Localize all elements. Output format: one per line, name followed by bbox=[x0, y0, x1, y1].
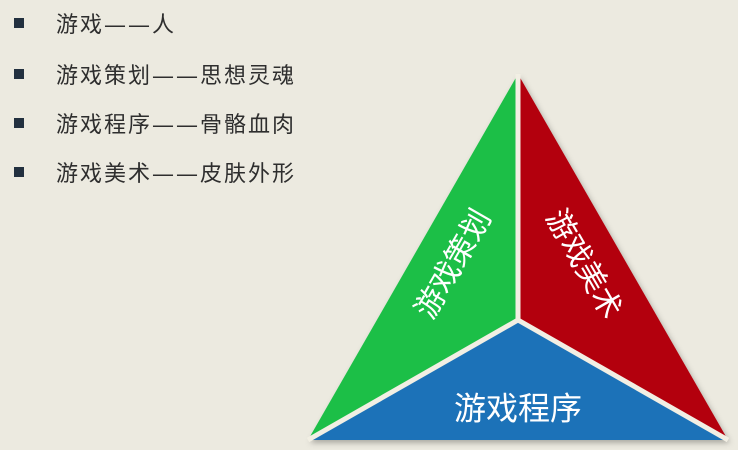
bullet-item-design: 游戏策划——思想灵魂 bbox=[14, 57, 296, 90]
label-programming: 游戏程序 bbox=[454, 390, 582, 428]
square-bullet-icon bbox=[14, 68, 24, 79]
bullet-item-art: 游戏美术——皮肤外形 bbox=[14, 155, 296, 188]
segment-dividers bbox=[306, 74, 730, 443]
bullet-list: 游戏——人 游戏策划——思想灵魂 游戏程序——骨骼血肉 游戏美术——皮肤外形 bbox=[14, 6, 296, 204]
bullet-text: 游戏程序——骨骼血肉 bbox=[56, 112, 297, 138]
bottom-segment-programming bbox=[308, 320, 728, 440]
square-bullet-icon bbox=[14, 166, 24, 177]
bullet-item-programming: 游戏程序——骨骼血肉 bbox=[14, 106, 296, 139]
triangle-diagram: 游戏策划 游戏美术 游戏程序 bbox=[300, 70, 738, 450]
bullet-text: 游戏——人 bbox=[56, 12, 177, 38]
bullet-item-people: 游戏——人 bbox=[14, 6, 296, 39]
square-bullet-icon bbox=[14, 117, 24, 128]
bullet-text: 游戏策划——思想灵魂 bbox=[56, 63, 297, 89]
bullet-text: 游戏美术——皮肤外形 bbox=[56, 161, 297, 187]
square-bullet-icon bbox=[14, 17, 24, 28]
triangle-diagram-svg: 游戏策划 游戏美术 游戏程序 bbox=[306, 74, 730, 443]
